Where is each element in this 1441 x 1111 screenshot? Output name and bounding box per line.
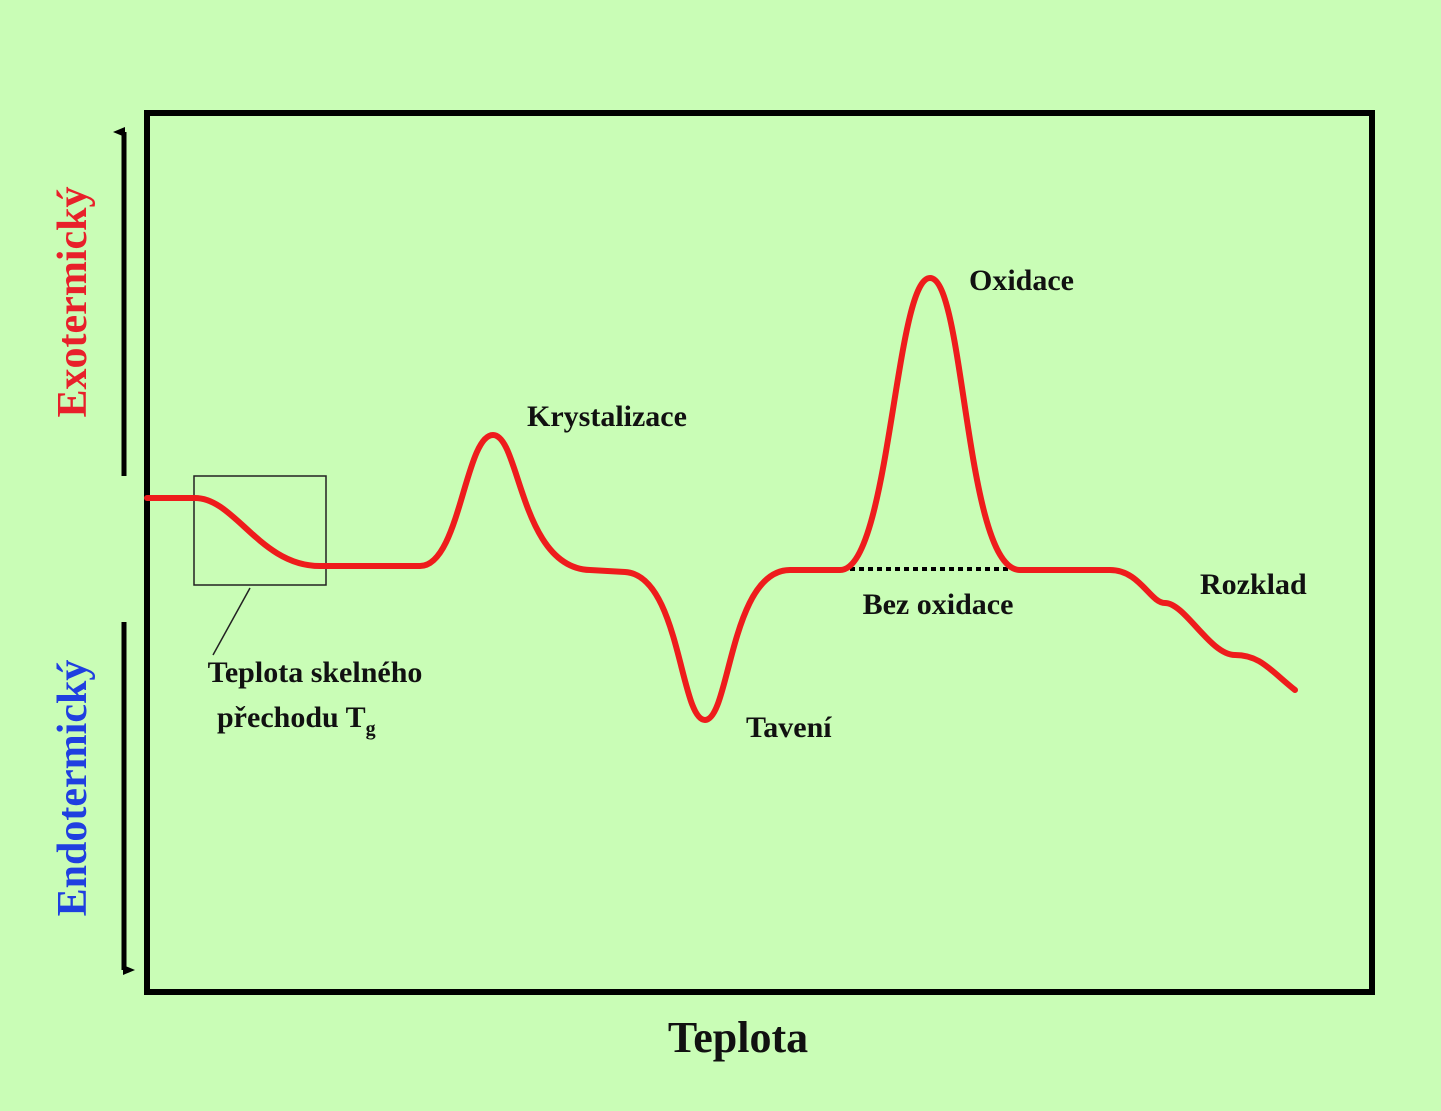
tg-label-line1: Teplota skelného [208,656,423,689]
tg-leader [212,587,251,656]
tg-label-line2: přechodu Tg [217,701,376,740]
melting-label: Tavení [746,711,832,744]
tg-label-main: přechodu T [217,701,366,734]
decomposition-label: Rozklad [1200,568,1307,601]
crystallization-label: Krystalizace [527,400,687,433]
exo-label: Exotermický [50,187,96,418]
oxidation-label: Oxidace [969,264,1074,297]
tg-box [193,475,327,586]
dsc-curve [144,275,1298,723]
no-oxidation-label: Bez oxidace [863,588,1014,621]
plot-frame [144,110,1375,995]
tg-label-subscript: g [366,718,376,740]
x-axis-label: Teplota [668,1013,808,1062]
endo-label: Endotermický [50,660,96,917]
